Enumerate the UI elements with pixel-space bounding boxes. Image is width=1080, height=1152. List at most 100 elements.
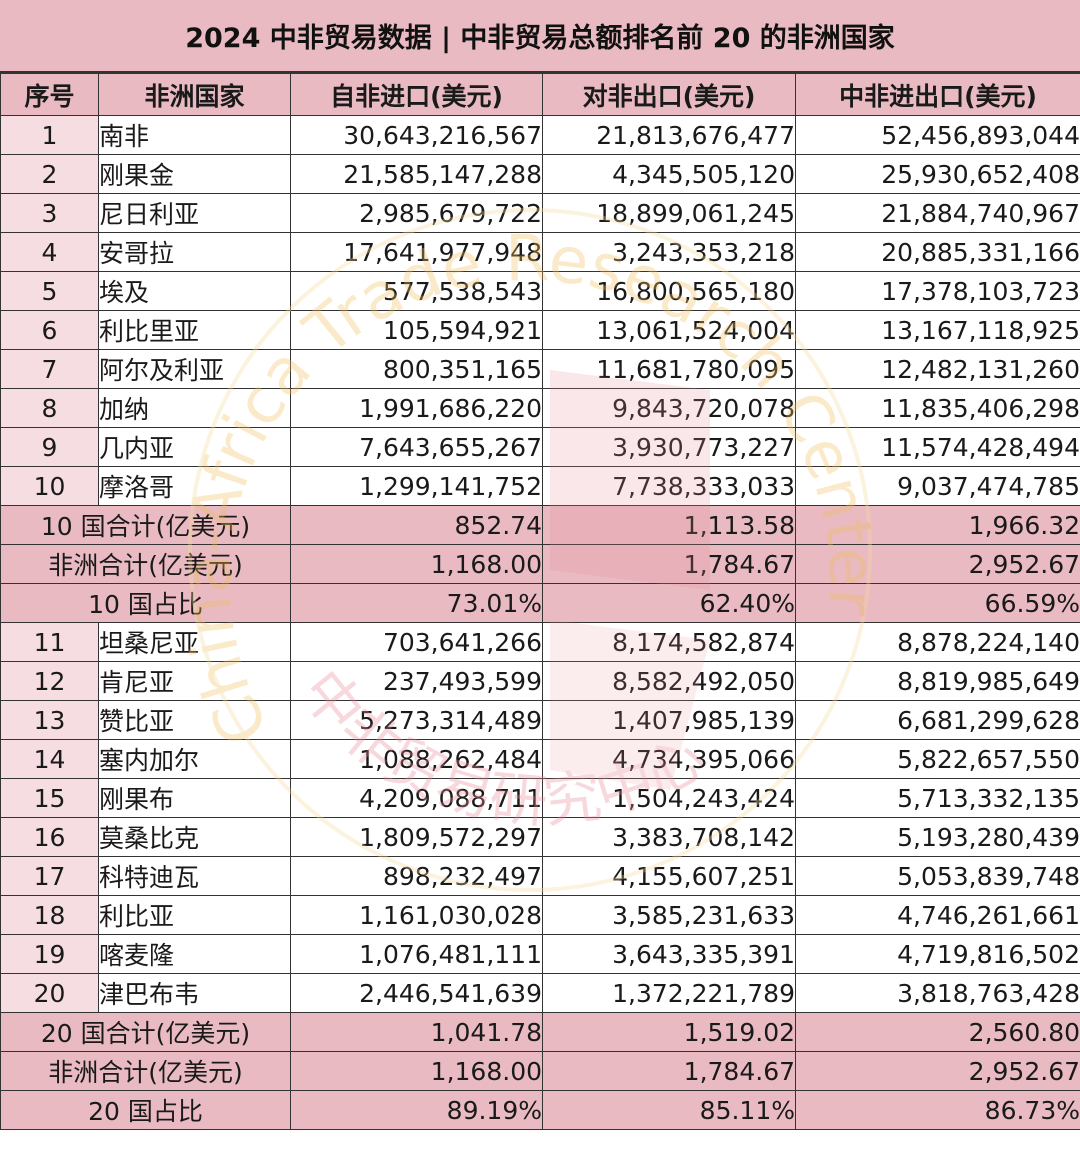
table-row: 16 莫桑比克 1,809,572,297 3,383,708,142 5,193,28… xyxy=(0,817,1080,857)
exports-cell: 16,800,565,180 xyxy=(542,271,796,311)
exports-cell: 4,155,607,251 xyxy=(542,856,796,896)
table-row: 12 肯尼亚 237,493,599 8,582,492,050 8,819,985,6… xyxy=(0,661,1080,701)
rank-cell: 14 xyxy=(0,739,99,779)
total-cell: 8,819,985,649 xyxy=(795,661,1080,701)
table-row: 18 利比亚 1,161,030,028 3,585,231,633 4,746,261… xyxy=(0,895,1080,935)
table-row: 9 几内亚 7,643,655,267 3,930,773,227 11,574,428… xyxy=(0,427,1080,467)
table-row: 20 津巴布韦 2,446,541,639 1,372,221,789 3,818,76… xyxy=(0,973,1080,1013)
rank-cell: 1 xyxy=(0,115,99,155)
rank-cell: 2 xyxy=(0,154,99,194)
total-cell: 3,818,763,428 xyxy=(795,973,1080,1013)
total-cell: 5,053,839,748 xyxy=(795,856,1080,896)
imports-cell: 105,594,921 xyxy=(290,310,543,350)
exports-cell: 21,813,676,477 xyxy=(542,115,796,155)
table-body: 1 南非 30,643,216,567 21,813,676,477 52,456,89… xyxy=(0,115,1080,1130)
country-cell: 刚果布 xyxy=(98,778,291,818)
total-cell: 5,822,657,550 xyxy=(795,739,1080,779)
imports-cell: 1,076,481,111 xyxy=(290,934,543,974)
imports-cell: 800,351,165 xyxy=(290,349,543,389)
imports-cell: 703,641,266 xyxy=(290,622,543,662)
imports-cell: 2,985,679,722 xyxy=(290,193,543,233)
table-row: 5 埃及 577,538,543 16,800,565,180 17,378,103,7… xyxy=(0,271,1080,311)
country-cell: 坦桑尼亚 xyxy=(98,622,291,662)
summary-label-cell: 10 国占比 xyxy=(0,583,291,623)
summary-row: 非洲合计(亿美元) 1,168.00 1,784.67 2,952.67 xyxy=(0,1051,1080,1091)
summary-total-cell: 2,560.80 xyxy=(795,1012,1080,1052)
table-row: 7 阿尔及利亚 800,351,165 11,681,780,095 12,482,13… xyxy=(0,349,1080,389)
table-row: 4 安哥拉 17,641,977,948 3,243,353,218 20,885,33… xyxy=(0,232,1080,272)
exports-cell: 3,643,335,391 xyxy=(542,934,796,974)
exports-cell: 7,738,333,033 xyxy=(542,466,796,506)
summary-row: 非洲合计(亿美元) 1,168.00 1,784.67 2,952.67 xyxy=(0,544,1080,584)
country-cell: 利比亚 xyxy=(98,895,291,935)
summary-label-cell: 非洲合计(亿美元) xyxy=(0,544,291,584)
summary-total-cell: 1,966.32 xyxy=(795,505,1080,545)
rank-cell: 18 xyxy=(0,895,99,935)
total-cell: 5,713,332,135 xyxy=(795,778,1080,818)
table-row: 1 南非 30,643,216,567 21,813,676,477 52,456,89… xyxy=(0,115,1080,155)
country-cell: 科特迪瓦 xyxy=(98,856,291,896)
table-row: 10 摩洛哥 1,299,141,752 7,738,333,033 9,037,474… xyxy=(0,466,1080,506)
country-cell: 利比里亚 xyxy=(98,310,291,350)
exports-cell: 8,582,492,050 xyxy=(542,661,796,701)
imports-cell: 898,232,497 xyxy=(290,856,543,896)
exports-cell: 11,681,780,095 xyxy=(542,349,796,389)
summary-total-cell: 86.73% xyxy=(795,1090,1080,1130)
country-cell: 阿尔及利亚 xyxy=(98,349,291,389)
country-cell: 埃及 xyxy=(98,271,291,311)
total-cell: 25,930,652,408 xyxy=(795,154,1080,194)
summary-imports-cell: 1,168.00 xyxy=(290,544,543,584)
exports-cell: 3,243,353,218 xyxy=(542,232,796,272)
total-cell: 52,456,893,044 xyxy=(795,115,1080,155)
country-cell: 赞比亚 xyxy=(98,700,291,740)
summary-label-cell: 20 国占比 xyxy=(0,1090,291,1130)
summary-row: 20 国合计(亿美元) 1,041.78 1,519.02 2,560.80 xyxy=(0,1012,1080,1052)
imports-cell: 2,446,541,639 xyxy=(290,973,543,1013)
country-cell: 尼日利亚 xyxy=(98,193,291,233)
exports-cell: 3,585,231,633 xyxy=(542,895,796,935)
summary-row: 10 国合计(亿美元) 852.74 1,113.58 1,966.32 xyxy=(0,505,1080,545)
exports-cell: 1,504,243,424 xyxy=(542,778,796,818)
col-header-country: 非洲国家 xyxy=(98,73,291,116)
rank-cell: 20 xyxy=(0,973,99,1013)
exports-cell: 3,930,773,227 xyxy=(542,427,796,467)
summary-exports-cell: 85.11% xyxy=(542,1090,796,1130)
imports-cell: 4,209,088,711 xyxy=(290,778,543,818)
summary-total-cell: 2,952.67 xyxy=(795,1051,1080,1091)
col-header-imports: 自非进口(美元) xyxy=(290,73,543,116)
summary-imports-cell: 1,168.00 xyxy=(290,1051,543,1091)
table-row: 2 刚果金 21,585,147,288 4,345,505,120 25,930,65… xyxy=(0,154,1080,194)
country-cell: 摩洛哥 xyxy=(98,466,291,506)
country-cell: 塞内加尔 xyxy=(98,739,291,779)
imports-cell: 577,538,543 xyxy=(290,271,543,311)
country-cell: 几内亚 xyxy=(98,427,291,467)
table-row: 13 赞比亚 5,273,314,489 1,407,985,139 6,681,299… xyxy=(0,700,1080,740)
table-row: 17 科特迪瓦 898,232,497 4,155,607,251 5,053,839,… xyxy=(0,856,1080,896)
rank-cell: 6 xyxy=(0,310,99,350)
rank-cell: 3 xyxy=(0,193,99,233)
total-cell: 12,482,131,260 xyxy=(795,349,1080,389)
table-row: 14 塞内加尔 1,088,262,484 4,734,395,066 5,822,65… xyxy=(0,739,1080,779)
rank-cell: 11 xyxy=(0,622,99,662)
country-cell: 加纳 xyxy=(98,388,291,428)
imports-cell: 30,643,216,567 xyxy=(290,115,543,155)
table-row: 11 坦桑尼亚 703,641,266 8,174,582,874 8,878,224,… xyxy=(0,622,1080,662)
page-title: 2024 中非贸易数据 | 中非贸易总额排名前 20 的非洲国家 xyxy=(0,0,1080,73)
total-cell: 6,681,299,628 xyxy=(795,700,1080,740)
rank-cell: 13 xyxy=(0,700,99,740)
total-cell: 21,884,740,967 xyxy=(795,193,1080,233)
summary-exports-cell: 1,113.58 xyxy=(542,505,796,545)
table-row: 8 加纳 1,991,686,220 9,843,720,078 11,835,406,… xyxy=(0,388,1080,428)
summary-label-cell: 非洲合计(亿美元) xyxy=(0,1051,291,1091)
col-header-exports: 对非出口(美元) xyxy=(542,73,796,116)
imports-cell: 5,273,314,489 xyxy=(290,700,543,740)
summary-imports-cell: 73.01% xyxy=(290,583,543,623)
imports-cell: 1,299,141,752 xyxy=(290,466,543,506)
rank-cell: 16 xyxy=(0,817,99,857)
table-row: 19 喀麦隆 1,076,481,111 3,643,335,391 4,719,816… xyxy=(0,934,1080,974)
summary-label-cell: 10 国合计(亿美元) xyxy=(0,505,291,545)
total-cell: 13,167,118,925 xyxy=(795,310,1080,350)
country-cell: 安哥拉 xyxy=(98,232,291,272)
imports-cell: 1,088,262,484 xyxy=(290,739,543,779)
header-row: 序号 非洲国家 自非进口(美元) 对非出口(美元) 中非进出口(美元) xyxy=(0,73,1080,116)
